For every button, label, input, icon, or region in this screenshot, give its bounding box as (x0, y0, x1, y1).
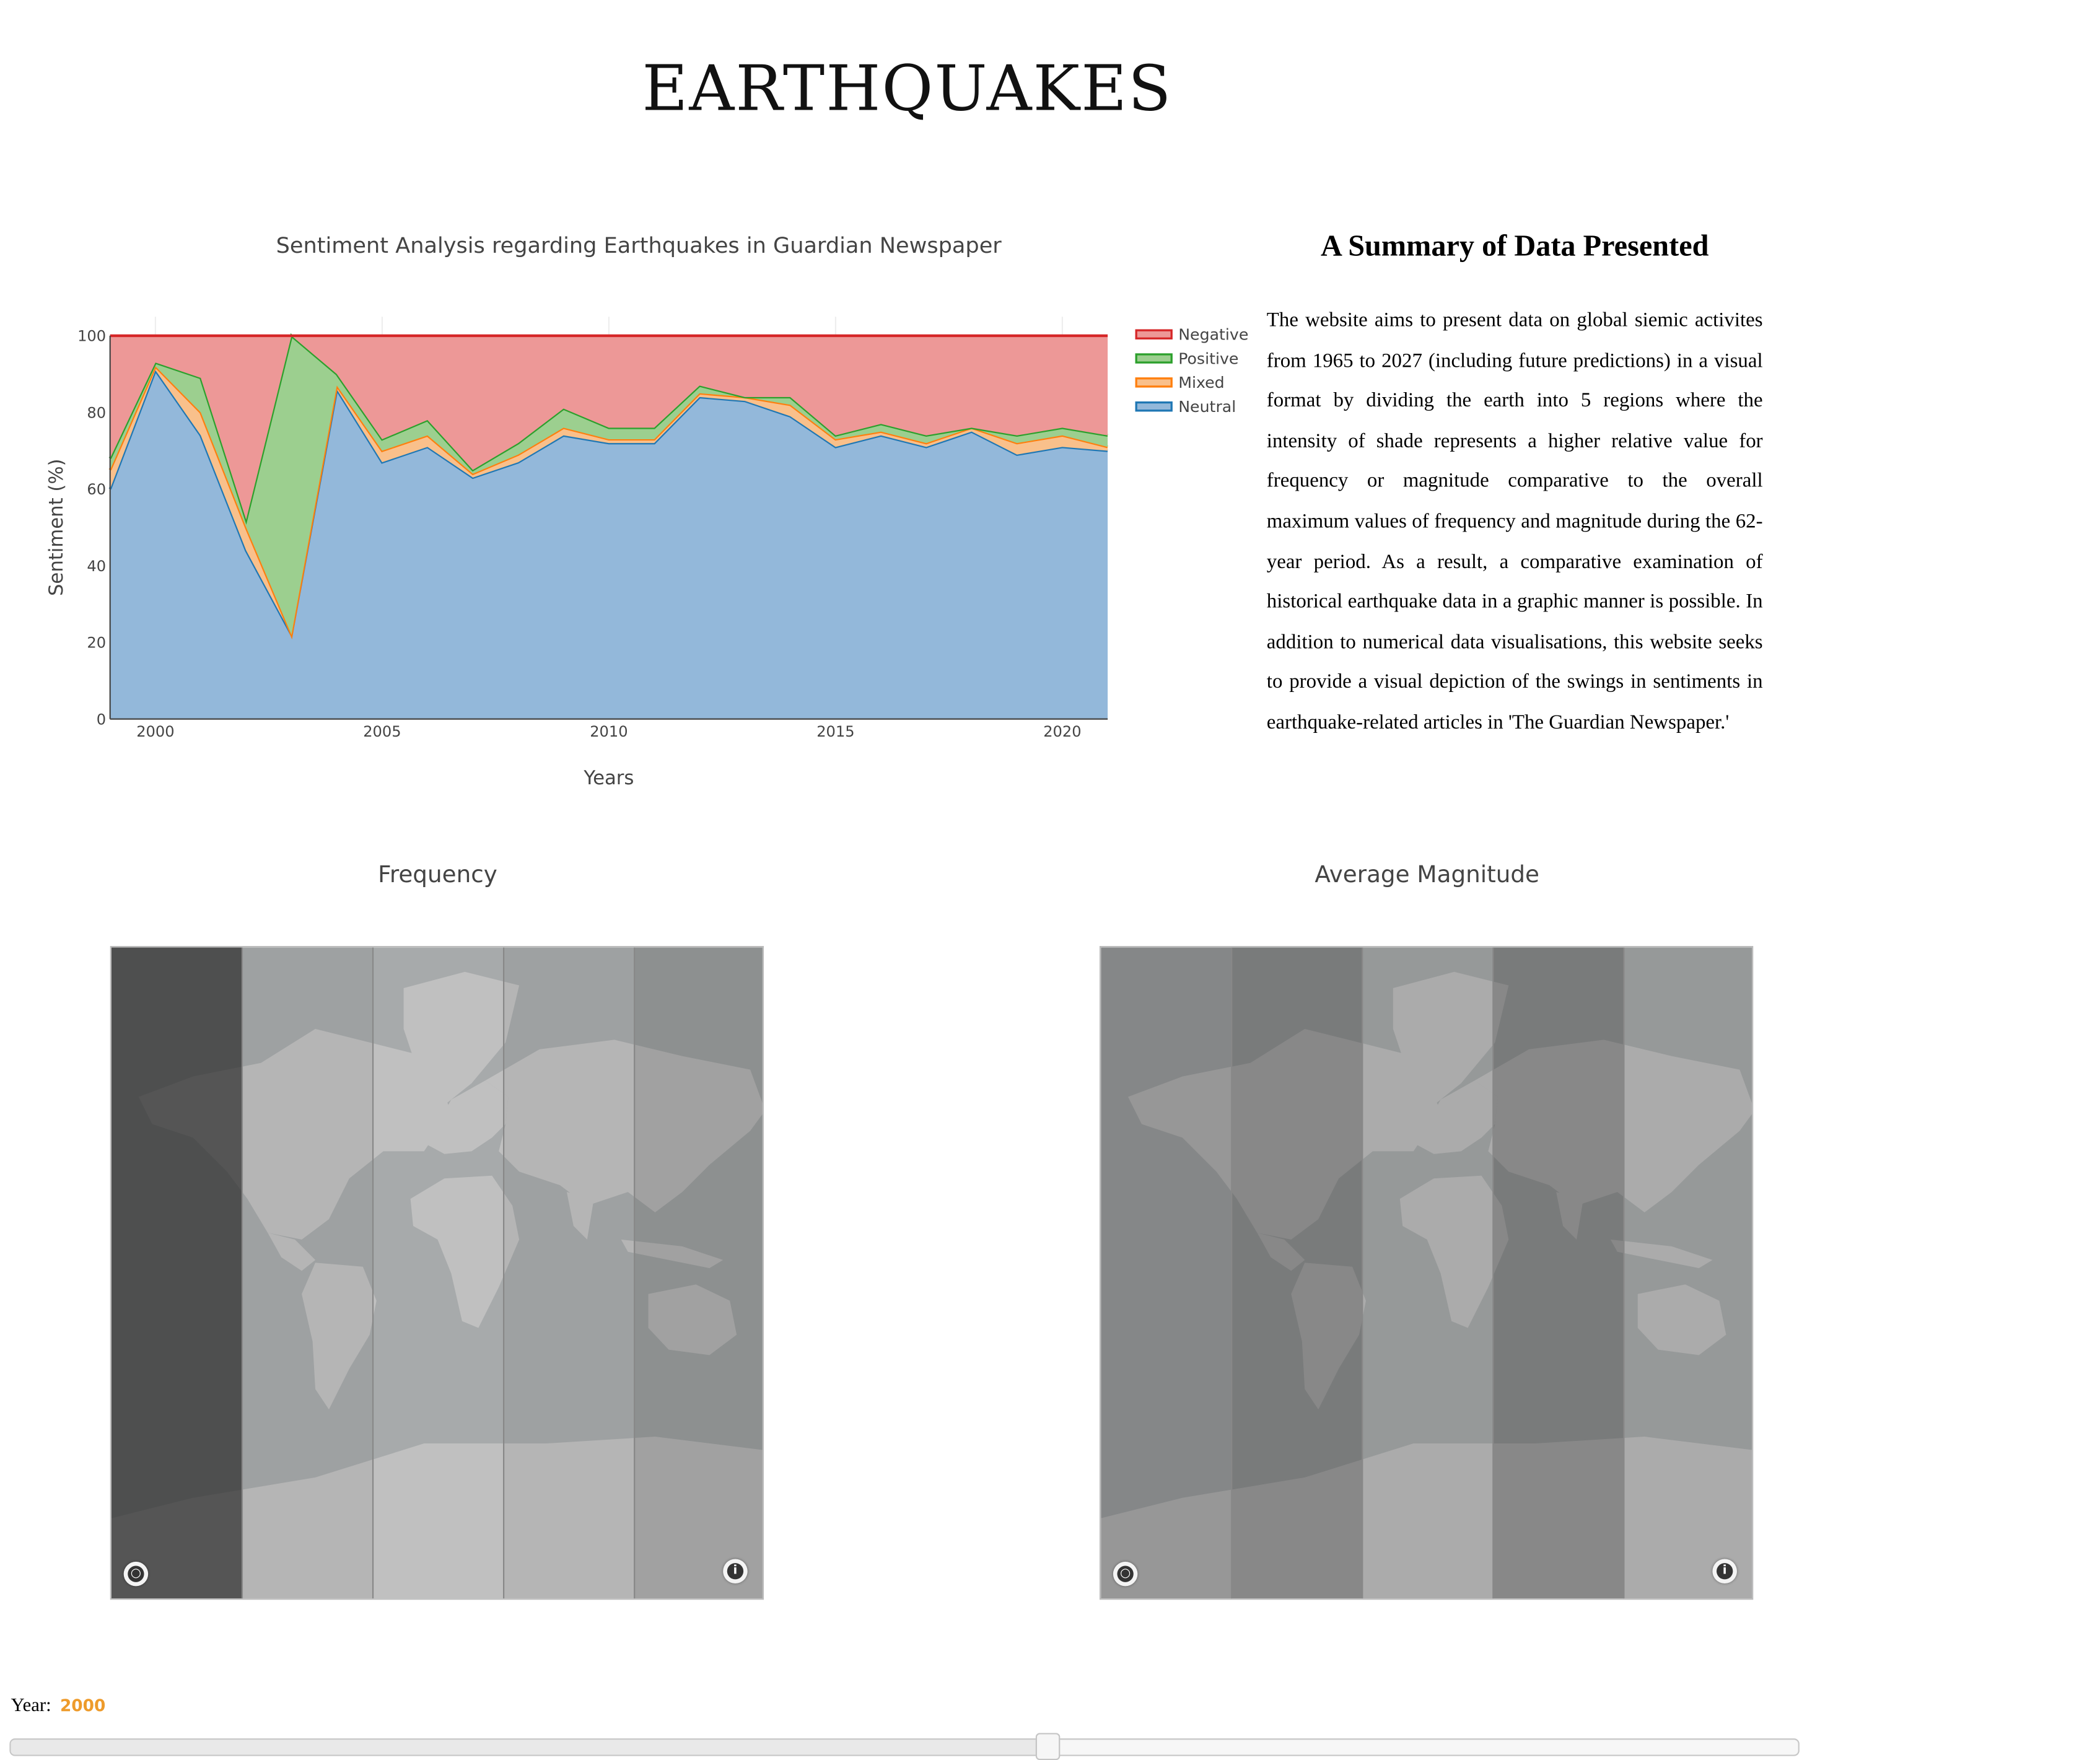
land-greenland (1393, 971, 1509, 1111)
map-logo-icon: ○ (1113, 1561, 1138, 1587)
land-antarctica (111, 1437, 763, 1599)
y-tick-label: 0 (97, 711, 106, 728)
x-tick-label: 2010 (590, 723, 628, 740)
region-overlay-4[interactable] (504, 947, 635, 1600)
legend-label: Negative (1178, 326, 1248, 344)
compass-icon: ○ (128, 1565, 144, 1582)
y-tick-label: 80 (87, 404, 106, 421)
land-india (566, 1192, 594, 1240)
legend-swatch (1135, 401, 1173, 412)
year-readout: Year: 2000 (11, 1696, 106, 1718)
year-value: 2000 (59, 1696, 106, 1715)
legend-swatch (1135, 329, 1173, 339)
year-label: Year: (11, 1696, 51, 1717)
x-tick-label: 2000 (136, 723, 174, 740)
region-overlay-1[interactable] (1101, 947, 1232, 1600)
sentiment-area-chart[interactable]: 2000 2005 2010 2015 2020 0 20 40 60 80 100 Years Sen… (0, 272, 1264, 802)
land-south-america (302, 1263, 377, 1410)
land-central-america (268, 1232, 316, 1271)
compass-icon: ○ (1117, 1565, 1134, 1582)
legend-label: Mixed (1178, 374, 1224, 392)
frequency-map-canvas (111, 947, 764, 1600)
area-neutral[interactable] (110, 370, 1108, 719)
land-europe (426, 1080, 509, 1154)
page-title: EARTHQUAKES (642, 51, 1173, 125)
y-tick-label: 20 (87, 634, 106, 652)
summary-heading: A Summary of Data Presented (1320, 228, 1709, 263)
land-indonesia (1610, 1239, 1713, 1269)
region-overlay-1[interactable] (111, 947, 242, 1600)
x-tick-label: 2015 (816, 723, 854, 740)
region-overlay-5[interactable] (1624, 947, 1753, 1600)
frequency-map-title: Frequency (378, 861, 497, 889)
y-tick-label: 40 (87, 558, 106, 575)
y-tick-label: 100 (77, 328, 106, 345)
map-logo-icon: ○ (123, 1561, 149, 1587)
y-tick-label: 60 (87, 481, 106, 498)
land-asia (485, 1040, 763, 1213)
magnitude-map-title: Average Magnitude (1315, 861, 1540, 889)
y-axis-label: Sentiment (%) (45, 458, 68, 596)
region-overlay-5[interactable] (634, 947, 764, 1600)
legend-item-negative[interactable]: Negative (1135, 326, 1248, 344)
map-info-button[interactable]: i (723, 1559, 748, 1584)
legend-item-neutral[interactable]: Neutral (1135, 398, 1236, 416)
summary-text: The website aims to present data on glob… (1266, 310, 1763, 734)
land-central-america (1257, 1232, 1305, 1271)
x-tick-label: 2020 (1043, 723, 1081, 740)
land-indonesia (621, 1239, 724, 1269)
legend-swatch (1135, 353, 1173, 364)
legend-label: Positive (1178, 349, 1238, 367)
info-icon: i (1717, 1563, 1733, 1580)
year-slider[interactable] (9, 1733, 1800, 1760)
magnitude-map[interactable]: ○ i (1099, 946, 1754, 1600)
land-greenland (403, 971, 520, 1111)
x-tick-label: 2005 (363, 723, 401, 740)
land-south-america (1291, 1263, 1366, 1410)
land-australia (648, 1284, 737, 1355)
land-africa (1399, 1175, 1509, 1328)
land-india (1556, 1192, 1584, 1240)
land-australia (1637, 1284, 1726, 1355)
legend-label: Neutral (1178, 398, 1236, 416)
land-asia (1474, 1040, 1752, 1213)
region-overlay-2[interactable] (1232, 947, 1363, 1600)
frequency-map[interactable]: ○ i (110, 946, 764, 1600)
legend-swatch (1135, 377, 1173, 388)
legend-item-positive[interactable]: Positive (1135, 349, 1238, 367)
map-info-button[interactable]: i (1712, 1559, 1737, 1584)
area-negative[interactable] (110, 335, 1108, 520)
land-europe (1416, 1080, 1498, 1154)
slider-handle[interactable] (1035, 1733, 1060, 1760)
legend-item-mixed[interactable]: Mixed (1135, 374, 1225, 392)
land-antarctica (1101, 1437, 1752, 1599)
chart-title: Sentiment Analysis regarding Earthquakes… (276, 232, 1002, 258)
region-overlay-3[interactable] (373, 947, 504, 1600)
info-icon: i (727, 1563, 744, 1580)
magnitude-map-canvas (1101, 947, 1753, 1600)
x-axis-label: Years (583, 767, 634, 789)
region-overlay-3[interactable] (1362, 947, 1494, 1600)
region-overlay-4[interactable] (1493, 947, 1624, 1600)
region-overlay-2[interactable] (242, 947, 374, 1600)
area-positive[interactable] (110, 335, 1108, 635)
land-africa (410, 1175, 520, 1328)
